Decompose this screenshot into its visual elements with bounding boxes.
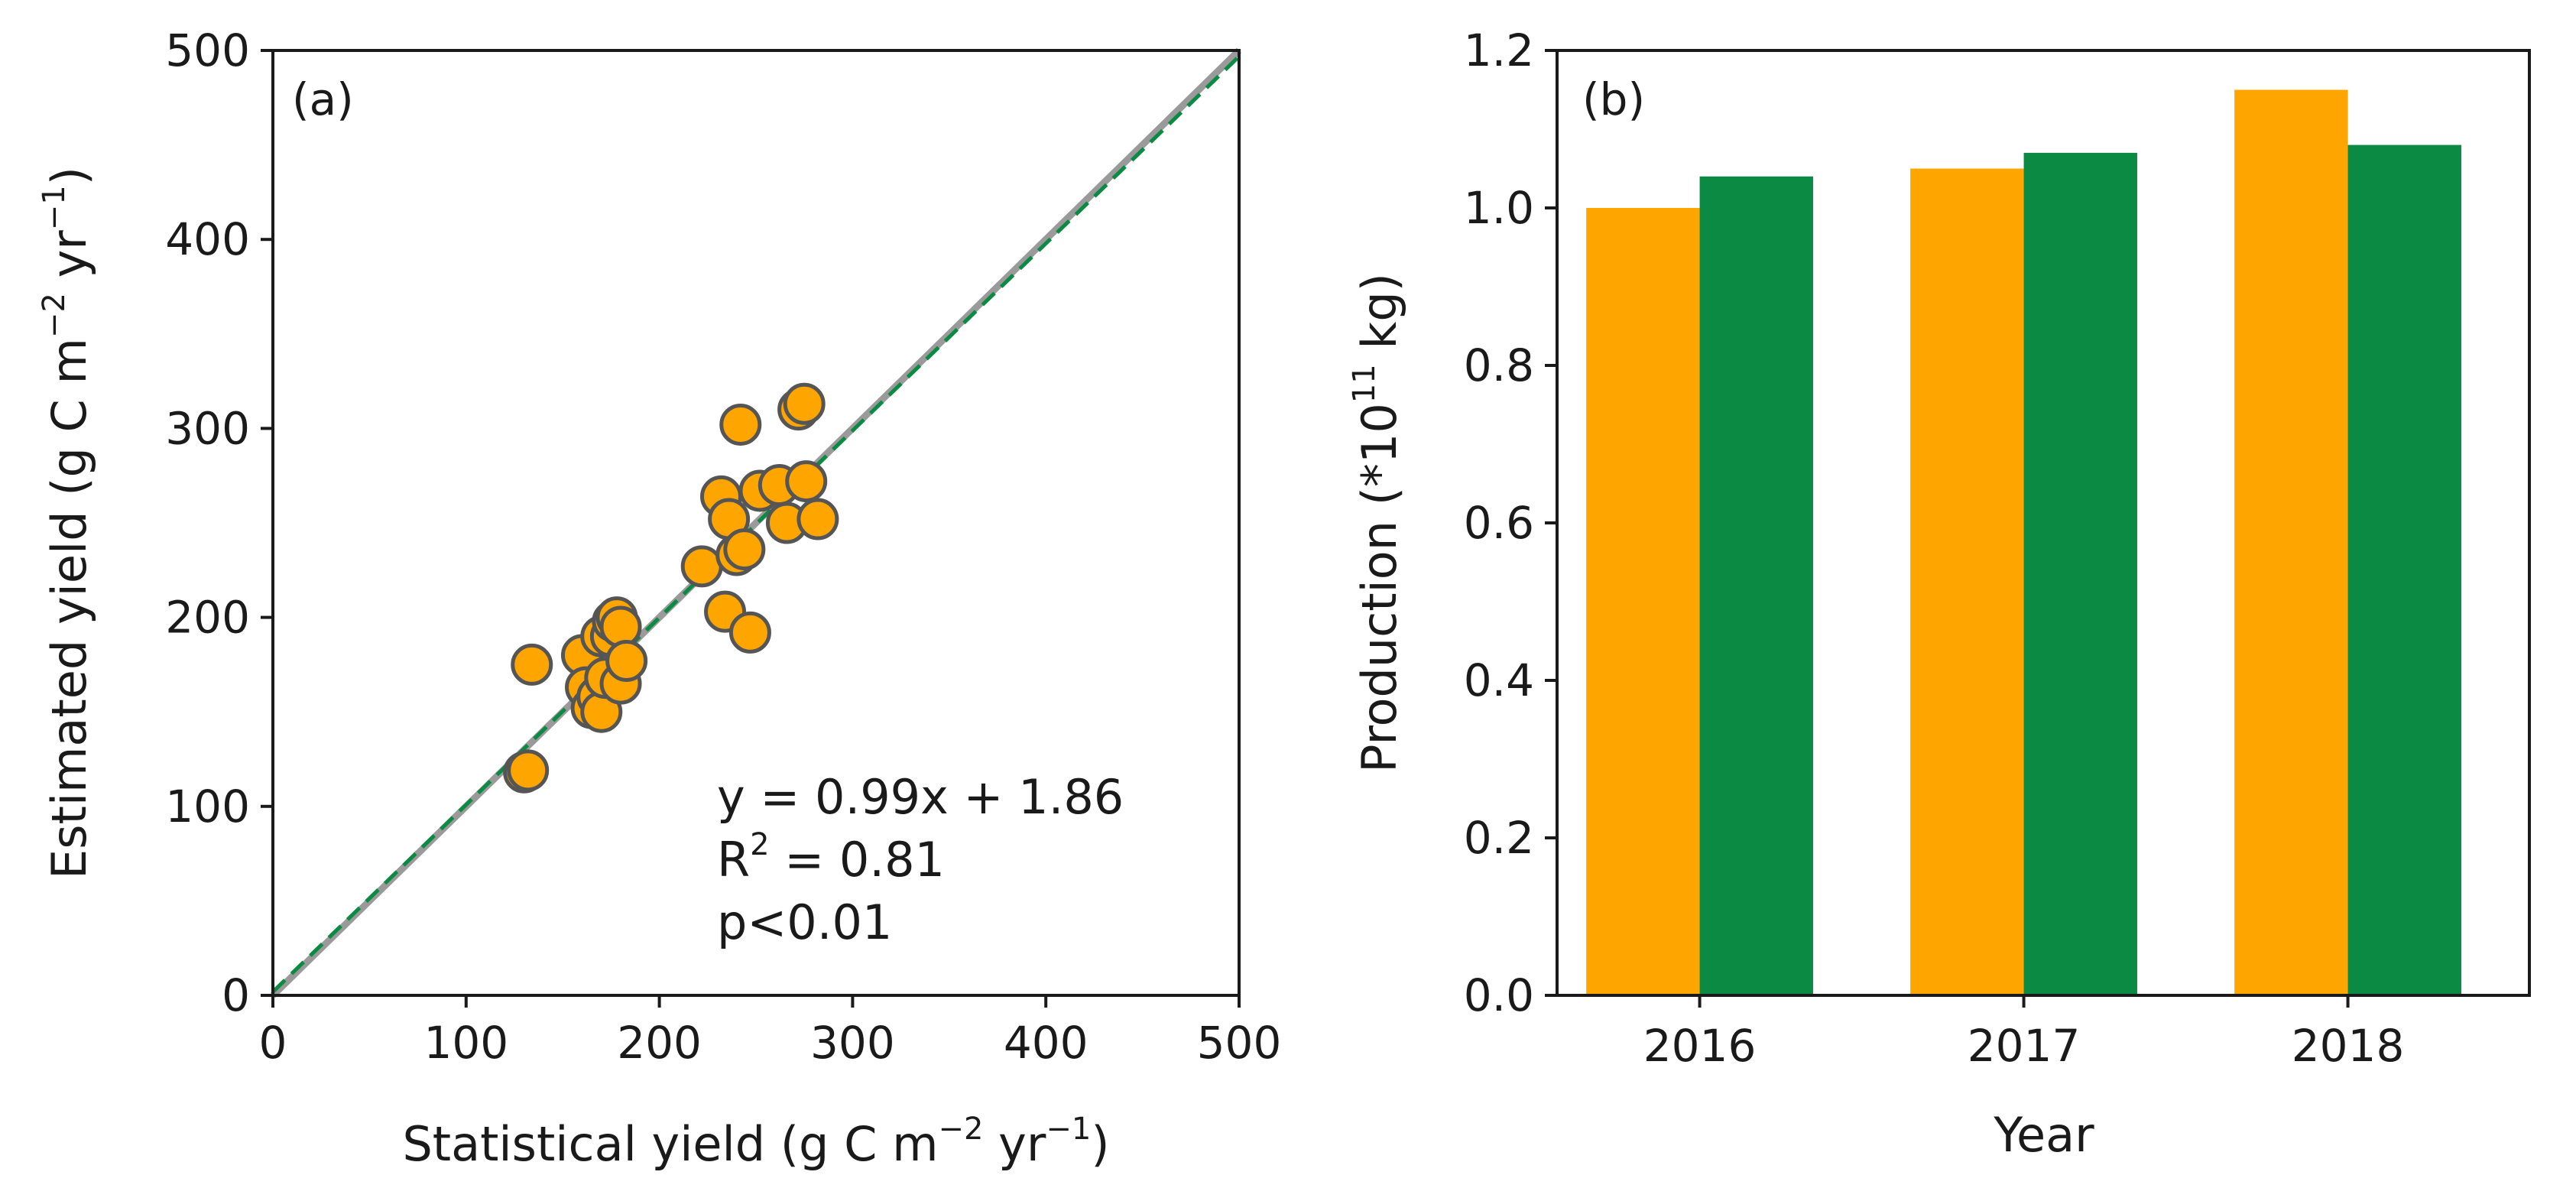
y-tick-label: 500: [165, 24, 250, 76]
y-tick-label: 0.4: [1464, 654, 1534, 706]
bar-x-axis-label: Year: [1993, 1107, 2094, 1163]
scatter-y-ticks: 0 100 200 300 400 500: [165, 24, 273, 1021]
scatter-axes-frame: [271, 49, 1241, 997]
bar-estimated: [1699, 176, 1813, 995]
y-tick-label: 1.0: [1464, 182, 1534, 234]
bar-panel-label: (b): [1582, 73, 1645, 125]
scatter-x-axis-label: Statistical yield (g C m−2 yr−1): [402, 1112, 1109, 1172]
scatter-point: [599, 605, 642, 648]
scatter-point: [605, 639, 648, 682]
scatter-panel-label: (a): [292, 73, 354, 125]
bar-estimated: [2023, 152, 2137, 995]
x-tick-label: 400: [1004, 1017, 1088, 1069]
scatter-point: [511, 643, 553, 686]
bar-y-ticks: 0.0 0.2 0.4 0.6 0.8 1.0 1.2: [1464, 24, 1557, 1021]
bar-estimated: [2347, 144, 2461, 996]
y-tick-label: 400: [165, 213, 250, 265]
scatter-panel: 0 100 200 300 400 500 0 100 200 300 400 500 (a) y …: [37, 24, 1281, 1172]
x-tick-label: 300: [810, 1017, 895, 1069]
bar-x-ticks: 2016 2017 2018: [1643, 995, 2405, 1072]
scatter-r-squared: R2 = 0.81: [717, 827, 945, 888]
scatter-x-ticks: 0 100 200 300 400 500: [259, 995, 1282, 1069]
bar-statistical: [1586, 208, 1700, 995]
bar-y-axis-label: Production (*1011 kg): [1347, 273, 1407, 773]
y-tick-label: 1.2: [1464, 24, 1534, 76]
scatter-point: [785, 460, 828, 503]
x-tick-label: 2017: [1968, 1020, 2081, 1072]
scatter-point: [723, 528, 766, 571]
y-tick-label: 300: [165, 402, 250, 454]
regression-line: [271, 54, 1241, 994]
scatter-point: [783, 382, 826, 425]
scatter-y-axis-label: Estimated yield (g C m−2 yr−1): [37, 167, 97, 879]
scatter-point: [507, 749, 550, 792]
bar-plot-area: [1586, 89, 2461, 996]
scatter-point: [680, 545, 723, 588]
x-tick-label: 100: [423, 1017, 508, 1069]
scatter-point: [728, 611, 771, 654]
scatter-point: [796, 498, 839, 540]
x-tick-label: 2016: [1643, 1020, 1757, 1072]
bar-statistical: [1910, 168, 2024, 995]
y-tick-label: 0: [222, 969, 250, 1021]
y-tick-label: 100: [165, 781, 250, 833]
x-tick-label: 0: [259, 1017, 287, 1069]
scatter-point: [719, 403, 762, 446]
y-tick-label: 200: [165, 592, 250, 644]
y-tick-label: 0.6: [1464, 497, 1534, 549]
x-tick-label: 500: [1197, 1017, 1282, 1069]
scatter-p-value: p<0.01: [717, 894, 892, 950]
x-tick-label: 200: [617, 1017, 702, 1069]
bar-statistical: [2234, 89, 2348, 995]
scatter-fit-equation: y = 0.99x + 1.86: [717, 769, 1124, 825]
y-tick-label: 0.8: [1464, 339, 1534, 391]
y-tick-label: 0.2: [1464, 812, 1534, 864]
scatter-plot-area: [270, 47, 1242, 998]
y-tick-label: 0.0: [1464, 969, 1534, 1021]
bar-panel: 2016 2017 2018 0.0 0.2 0.4 0.6 0.8 1.0 1.2 (b) Y…: [1347, 24, 2531, 1163]
x-tick-label: 2018: [2292, 1020, 2405, 1072]
